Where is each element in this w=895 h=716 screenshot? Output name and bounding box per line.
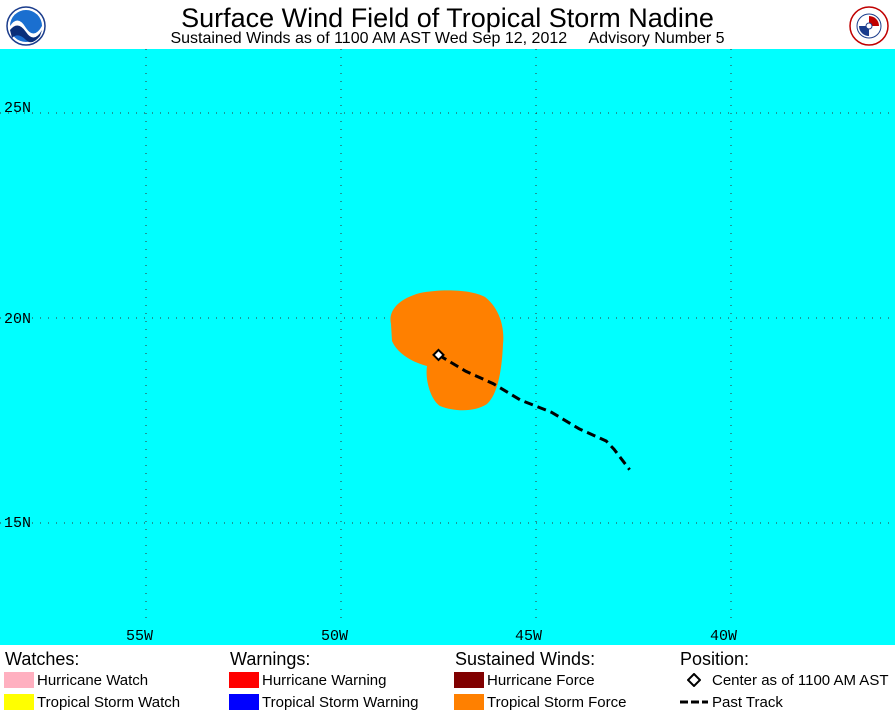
hurricane-force-label: Hurricane Force [487, 671, 595, 689]
legend-center: Center as of 1100 AM AST [679, 670, 888, 690]
center-label: Center as of 1100 AM AST [712, 671, 889, 689]
hurricane-watch-label: Hurricane Watch [37, 671, 149, 689]
lat-label-25n: 25N [4, 100, 31, 117]
grid-lines [0, 49, 895, 625]
legend-hurricane-warning: Hurricane Warning [229, 670, 387, 690]
legend-panel: Watches: Warnings: Sustained Winds: Posi… [0, 645, 895, 716]
dashed-line-icon [679, 694, 709, 710]
legend-past-track: Past Track [679, 692, 783, 712]
warnings-header: Warnings: [230, 649, 311, 669]
lat-label-15n: 15N [4, 515, 31, 532]
latitude-labels: 25N 20N 15N [4, 100, 31, 532]
legend-ts-force: Tropical Storm Force [454, 692, 626, 712]
lon-label-45w: 45W [515, 628, 542, 645]
ts-warning-swatch [229, 694, 259, 710]
legend-ts-watch: Tropical Storm Watch [4, 692, 180, 712]
winds-header: Sustained Winds: [455, 649, 596, 669]
ts-force-label: Tropical Storm Force [487, 693, 627, 711]
legend-hurricane-force: Hurricane Force [454, 670, 595, 690]
noaa-logo [6, 6, 46, 46]
storm-center-diamond-icon [432, 348, 445, 362]
past-track-label: Past Track [712, 693, 783, 711]
ts-watch-label: Tropical Storm Watch [37, 693, 181, 711]
nws-logo [849, 6, 889, 46]
lon-label-50w: 50W [321, 628, 348, 645]
hurricane-watch-swatch [4, 672, 34, 688]
lat-label-20n: 20N [4, 311, 31, 328]
hurricane-warning-label: Hurricane Warning [262, 671, 387, 689]
lon-label-55w: 55W [126, 628, 153, 645]
position-header: Position: [680, 649, 750, 669]
diamond-icon [679, 672, 709, 688]
map-title: Surface Wind Field of Tropical Storm Nad… [181, 3, 714, 33]
legend-hurricane-watch: Hurricane Watch [4, 670, 148, 690]
hurricane-force-swatch [454, 672, 484, 688]
map-panel: 25N 20N 15N 55W 50W 45W 40W [0, 49, 895, 645]
ts-force-swatch [454, 694, 484, 710]
ts-watch-swatch [4, 694, 34, 710]
tropical-storm-wind-field [390, 290, 504, 411]
hurricane-warning-swatch [229, 672, 259, 688]
past-track-line [437, 353, 631, 471]
storm-center-marker [432, 348, 445, 362]
map-subtitle: Sustained Winds as of 1100 AM AST Wed Se… [170, 30, 725, 47]
longitude-labels: 55W 50W 45W 40W [126, 628, 737, 645]
legend-ts-warning: Tropical Storm Warning [229, 692, 418, 712]
lon-label-40w: 40W [710, 628, 737, 645]
watches-header: Watches: [5, 649, 80, 669]
ts-warning-label: Tropical Storm Warning [262, 693, 419, 711]
